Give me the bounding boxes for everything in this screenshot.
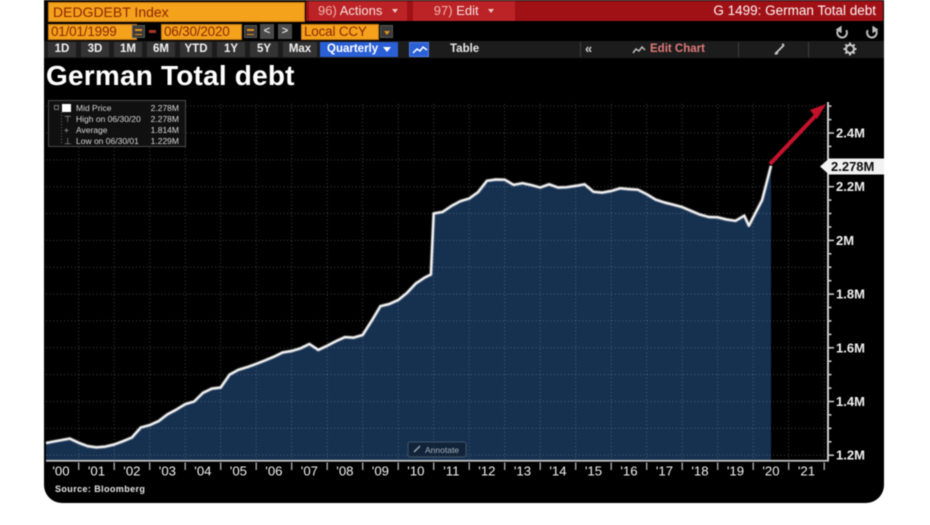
svg-text:'02: '02: [123, 464, 140, 479]
svg-text:'03: '03: [159, 464, 176, 479]
svg-text:'15: '15: [585, 464, 602, 479]
svg-text:'10: '10: [407, 464, 424, 479]
svg-text:'14: '14: [549, 464, 566, 479]
svg-text:2.4M: 2.4M: [836, 126, 865, 141]
svg-text:'11: '11: [443, 464, 459, 479]
svg-text:'09: '09: [372, 464, 389, 479]
svg-text:2M: 2M: [836, 233, 854, 248]
svg-text:'13: '13: [514, 464, 531, 479]
svg-text:'18: '18: [691, 464, 708, 479]
svg-text:'00: '00: [52, 464, 69, 479]
svg-text:Annotate: Annotate: [425, 445, 459, 455]
svg-text:'20: '20: [762, 464, 779, 479]
svg-text:'16: '16: [620, 464, 637, 479]
svg-text:2.278M: 2.278M: [831, 159, 874, 174]
svg-text:'12: '12: [478, 464, 495, 479]
svg-text:'01: '01: [88, 464, 105, 479]
svg-text:1.2M: 1.2M: [836, 448, 865, 463]
svg-text:'07: '07: [301, 464, 318, 479]
svg-text:'21: '21: [798, 464, 815, 479]
svg-text:'08: '08: [336, 464, 353, 479]
svg-text:1.8M: 1.8M: [836, 287, 865, 302]
svg-text:'06: '06: [265, 464, 282, 479]
svg-text:1.6M: 1.6M: [836, 340, 865, 355]
svg-text:2.2M: 2.2M: [836, 179, 865, 194]
svg-text:'17: '17: [656, 464, 673, 479]
svg-text:'04: '04: [194, 464, 211, 479]
svg-text:'05: '05: [230, 464, 247, 479]
svg-text:1.4M: 1.4M: [836, 394, 865, 409]
svg-text:'19: '19: [727, 464, 744, 479]
